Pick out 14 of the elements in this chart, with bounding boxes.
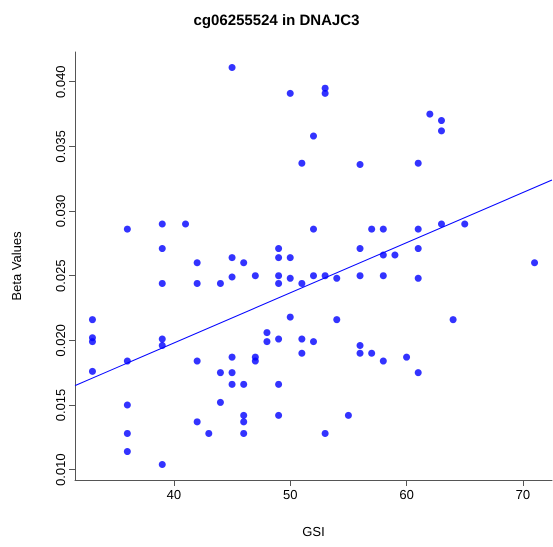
x-tick-label: 60 (399, 487, 414, 502)
x-tick-label: 70 (516, 487, 530, 502)
y-tick-label: 0.030 (53, 194, 68, 228)
x-tick-label: 40 (166, 487, 182, 502)
x-axis-title: GSI (302, 524, 325, 539)
y-tick-label: 0.025 (53, 259, 68, 292)
y-tick-label: 0.020 (53, 324, 68, 357)
x-tick-label: 50 (282, 487, 298, 502)
y-tick-label: 0.035 (53, 130, 68, 163)
chart-title: cg06255524 in DNAJC3 (194, 12, 360, 29)
y-tick-label: 0.040 (53, 65, 68, 98)
y-axis-title: Beta Values (9, 230, 24, 301)
y-tick-label: 0.015 (53, 388, 68, 422)
y-tick-label: 0.010 (53, 453, 68, 486)
